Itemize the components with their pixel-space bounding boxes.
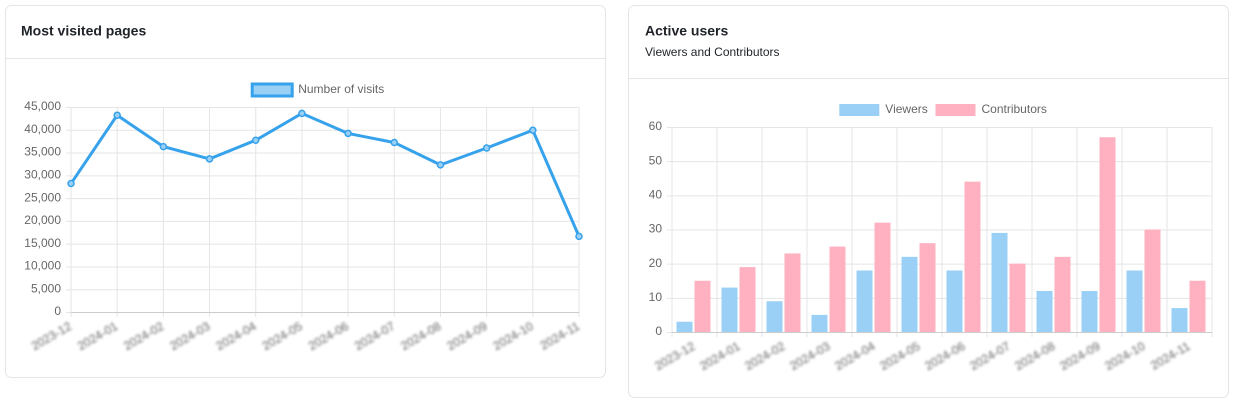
bar xyxy=(1054,256,1071,332)
y-tick-label: 20,000 xyxy=(24,213,61,227)
bar xyxy=(1081,291,1098,332)
y-tick-label: 30,000 xyxy=(24,168,61,182)
bar xyxy=(721,287,738,332)
card-subtitle: Viewers and Contributors xyxy=(645,45,780,59)
point xyxy=(67,179,75,188)
bar xyxy=(676,321,693,332)
bar xyxy=(919,243,936,332)
point xyxy=(251,136,260,145)
bar xyxy=(856,270,873,332)
bar xyxy=(1171,308,1188,332)
bar xyxy=(901,256,918,332)
y-tick-label: 0 xyxy=(54,304,61,318)
y-tick-label: 30 xyxy=(649,222,663,236)
y-tick-label: 35,000 xyxy=(24,145,61,159)
legend-swatch xyxy=(935,104,976,116)
bar xyxy=(964,181,981,332)
point xyxy=(205,155,214,163)
bar xyxy=(991,232,1008,332)
bar xyxy=(874,222,891,332)
legend-swatch xyxy=(250,82,294,98)
point xyxy=(159,142,168,151)
card xyxy=(5,5,606,378)
point xyxy=(482,144,491,152)
bar xyxy=(946,270,963,332)
card-title: Most visited pages xyxy=(21,23,146,39)
card-title: Active users xyxy=(645,23,728,39)
line-series xyxy=(69,111,581,237)
bar xyxy=(784,253,801,332)
y-tick-label: 60 xyxy=(649,119,663,133)
bar xyxy=(829,246,846,332)
point xyxy=(298,109,306,118)
y-tick-label: 10 xyxy=(649,290,663,304)
bar xyxy=(1099,137,1116,332)
y-tick-label: 5,000 xyxy=(31,281,61,295)
y-tick-label: 20 xyxy=(649,256,663,270)
bar xyxy=(694,280,711,332)
point xyxy=(575,232,583,241)
point xyxy=(529,126,537,134)
legend-swatch xyxy=(839,104,880,116)
point xyxy=(344,129,352,138)
y-tick-label: 40 xyxy=(649,188,663,202)
bar xyxy=(1189,280,1206,332)
point xyxy=(390,138,399,147)
bar xyxy=(739,267,756,332)
y-tick-label: 40,000 xyxy=(24,122,61,136)
legend-label: Viewers xyxy=(885,102,927,116)
y-tick-label: 25,000 xyxy=(24,190,61,204)
legend-label: Number of visits xyxy=(298,82,384,96)
y-tick-label: 15,000 xyxy=(24,236,61,250)
bar xyxy=(766,301,783,332)
point xyxy=(436,161,445,169)
bar xyxy=(1009,263,1026,332)
bar xyxy=(1144,229,1161,332)
point xyxy=(113,111,121,119)
card xyxy=(628,5,1229,398)
bar xyxy=(1126,270,1143,332)
y-tick-label: 45,000 xyxy=(24,99,61,113)
legend-label: Contributors xyxy=(982,102,1047,116)
bar xyxy=(1036,291,1053,332)
y-tick-label: 0 xyxy=(655,324,662,338)
y-tick-label: 10,000 xyxy=(24,259,61,273)
y-tick-label: 50 xyxy=(649,153,663,167)
bar xyxy=(811,314,828,332)
